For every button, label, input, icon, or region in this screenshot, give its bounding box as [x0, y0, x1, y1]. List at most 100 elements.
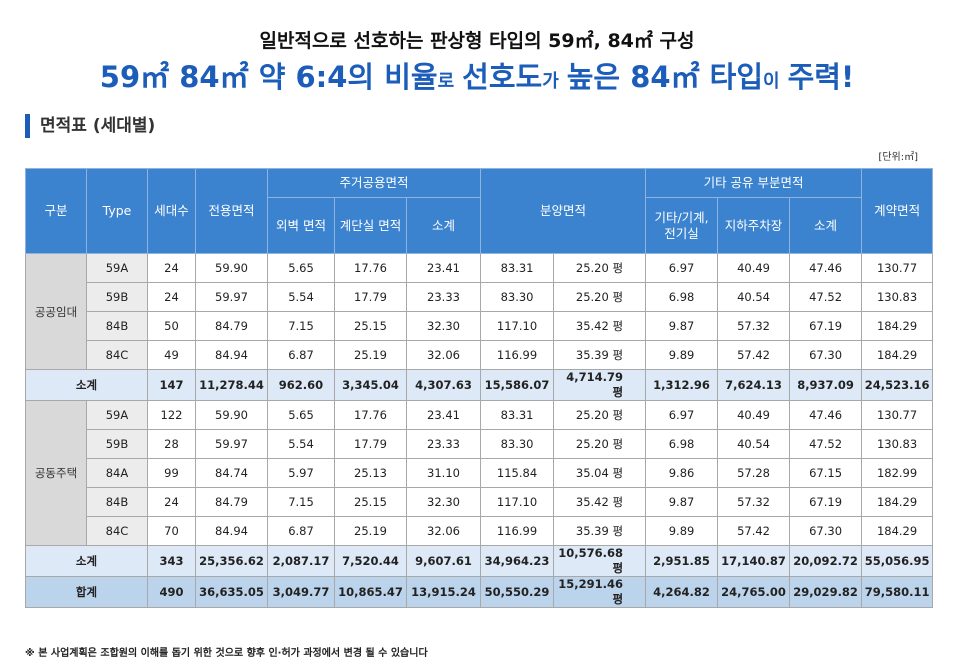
table-row: 84C 70 84.94 6.87 25.19 32.06 116.99 35.39 평 9.8… [26, 516, 934, 546]
headline-part: 로 [437, 71, 455, 92]
subtotal-cell: 2,951.85 [645, 545, 719, 577]
value-cell: 23.33 [405, 282, 482, 312]
subtotal-cell: 10,576.68 평 [553, 545, 647, 577]
value-cell: 117.10 [480, 487, 555, 517]
value-cell: 32.06 [405, 340, 482, 370]
subtotal-cell: 25,356.62 [195, 545, 268, 577]
type-cell: 59B [86, 429, 148, 459]
value-cell: 57.32 [717, 311, 791, 341]
value-cell: 5.54 [267, 429, 335, 459]
value-cell: 17.79 [334, 429, 407, 459]
value-cell: 59.90 [195, 253, 268, 283]
value-cell: 25.20 평 [553, 429, 647, 459]
headline-part: 높은 84㎡ 타입 [566, 60, 764, 94]
value-cell: 5.54 [267, 282, 335, 312]
total-cell: 490 [147, 576, 196, 608]
value-cell: 57.32 [717, 487, 791, 517]
value-cell: 35.39 평 [553, 516, 647, 546]
header-cell: 주거공용면적 [266, 168, 482, 198]
value-cell: 67.30 [789, 340, 863, 370]
header-cell: 소계 [405, 197, 482, 254]
value-cell: 17.79 [334, 282, 407, 312]
total-label: 합계 [25, 576, 148, 608]
headline-emphasis: 59㎡ 84㎡ 약 6:4의 비율로 선호도가 높은 84㎡ 타입이 주력! [0, 54, 954, 96]
group-cell: 공공임대 [25, 253, 87, 370]
subtotal-cell: 962.60 [267, 369, 335, 401]
total-cell: 36,635.05 [195, 576, 268, 608]
value-cell: 67.15 [789, 458, 863, 488]
value-cell: 25.20 평 [553, 282, 647, 312]
type-cell: 84C [86, 340, 148, 370]
header-cell: 지하주차장 [717, 197, 791, 254]
value-cell: 6.98 [645, 429, 719, 459]
subtotal-cell: 20,092.72 [789, 545, 863, 577]
type-cell: 59B [86, 282, 148, 312]
value-cell: 35.42 평 [553, 311, 647, 341]
subtotal-cell: 24,523.16 [861, 369, 934, 401]
subtotal-cell: 7,520.44 [334, 545, 407, 577]
type-cell: 84A [86, 458, 148, 488]
table-row: 공공임대 59A 24 59.90 5.65 17.76 23.41 83.31 25.20 평… [25, 253, 934, 370]
value-cell: 28 [147, 429, 196, 459]
value-cell: 25.15 [334, 311, 407, 341]
value-cell: 6.97 [645, 253, 719, 283]
value-cell: 84.79 [195, 311, 268, 341]
value-cell: 24 [147, 253, 196, 283]
header-cell: 기타/기계, 전기실 [645, 197, 719, 254]
type-cell: 84C [86, 516, 148, 546]
table-header: 구분 Type 세대수 전용면적 주거공용면적 분양면적 기타 공유 부분면적 계약면적 외벽… [25, 168, 934, 254]
value-cell: 99 [147, 458, 196, 488]
value-cell: 116.99 [480, 340, 555, 370]
value-cell: 40.49 [717, 253, 791, 283]
subtotal-cell: 9,607.61 [405, 545, 482, 577]
value-cell: 67.30 [789, 516, 863, 546]
subtotal-label: 소계 [25, 545, 148, 577]
value-cell: 49 [147, 340, 196, 370]
value-cell: 23.41 [405, 400, 482, 430]
value-cell: 59.97 [195, 282, 268, 312]
table-row: 84C 49 84.94 6.87 25.19 32.06 116.99 35.39 평 9.8… [26, 340, 934, 370]
subtotal-cell: 34,964.23 [480, 545, 555, 577]
value-cell: 84.94 [195, 340, 268, 370]
value-cell: 5.65 [267, 400, 335, 430]
value-cell: 83.31 [480, 400, 555, 430]
value-cell: 116.99 [480, 516, 555, 546]
type-cell: 84B [86, 311, 148, 341]
table-row: 공동주택 59A 122 59.90 5.65 17.76 23.41 83.31 25.20 … [25, 400, 934, 546]
value-cell: 25.20 평 [553, 253, 647, 283]
value-cell: 67.19 [789, 311, 863, 341]
value-cell: 24 [147, 282, 196, 312]
total-cell: 29,029.82 [789, 576, 863, 608]
header-cell: 소계 [789, 197, 863, 254]
headline: 일반적으로 선호하는 판상형 타입의 59㎡, 84㎡ 구성 [259, 30, 695, 52]
value-cell: 70 [147, 516, 196, 546]
table-row: 84B 50 84.79 7.15 25.15 32.30 117.10 35.42 평 9.8… [26, 311, 934, 341]
total-cell: 24,765.00 [717, 576, 791, 608]
unit-note: [단위:㎡] [878, 152, 918, 163]
total-cell: 50,550.29 [480, 576, 555, 608]
subtotal-row: 소계 343 25,356.62 2,087.17 7,520.44 9,607.61 34… [25, 545, 934, 577]
value-cell: 25.19 [334, 340, 407, 370]
value-cell: 130.83 [861, 429, 934, 459]
subtotal-cell: 343 [147, 545, 196, 577]
headline-part: 59㎡ 84㎡ 약 6:4의 비율 [99, 60, 438, 94]
value-cell: 47.52 [789, 429, 863, 459]
value-cell: 184.29 [861, 311, 934, 341]
value-cell: 9.89 [645, 516, 719, 546]
value-cell: 25.20 평 [553, 400, 647, 430]
value-cell: 9.86 [645, 458, 719, 488]
value-cell: 115.84 [480, 458, 555, 488]
value-cell: 47.46 [789, 253, 863, 283]
value-cell: 35.42 평 [553, 487, 647, 517]
total-cell: 15,291.46 평 [553, 576, 647, 608]
value-cell: 25.19 [334, 516, 407, 546]
value-cell: 17.76 [334, 400, 407, 430]
header-cell: 전용면적 [195, 168, 268, 254]
value-cell: 182.99 [861, 458, 934, 488]
value-cell: 59.97 [195, 429, 268, 459]
value-cell: 67.19 [789, 487, 863, 517]
table-row: 59B 24 59.97 5.54 17.79 23.33 83.30 25.20 평 6.98… [26, 282, 934, 312]
subtotal-cell: 17,140.87 [717, 545, 791, 577]
